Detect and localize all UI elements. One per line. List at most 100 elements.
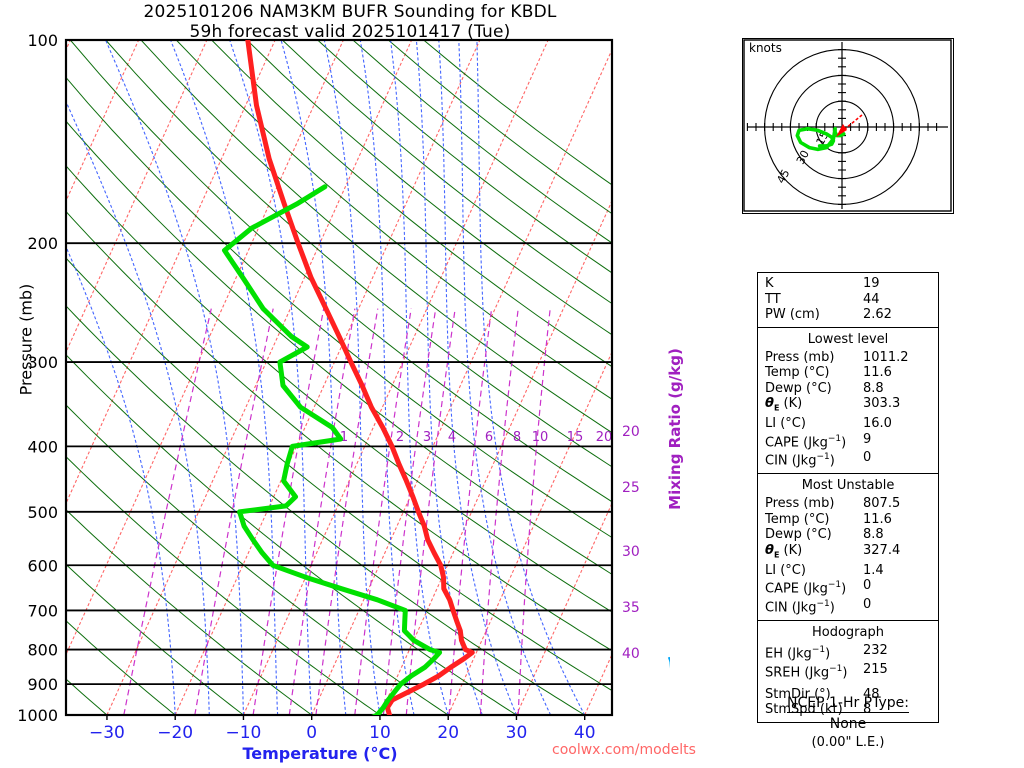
info-row: K 19 [758,276,938,292]
moist-adiabat-line [476,40,586,715]
info-value: 11.6 [863,511,892,527]
temperature-tick-label: 40 [574,723,596,743]
barb-full [667,656,670,664]
info-key: LI (°C) [765,416,806,432]
mixing-ratio-line [354,308,412,715]
info-key: SREH (Jkg−1) [765,663,848,681]
temperature-tick-label: −20 [157,723,193,743]
info-row: θE (K) 327.4 [758,543,938,563]
moist-adiabat-line [66,245,176,715]
lowest-level-title: Lowest level [807,331,889,347]
info-value: 215 [863,661,888,677]
info-value: 16.0 [863,416,892,432]
info-row: SREH (Jkg−1) 215 [758,662,938,681]
dry-adiabat-line [66,305,585,715]
info-row: StmDir (°) 48 [758,687,938,703]
pressure-tick-label: 400 [27,437,58,456]
dry-adiabat-line [140,40,612,434]
most-unstable-title: Most Unstable [801,478,895,494]
pressure-tick-label: 700 [27,601,58,620]
info-value: 1011.2 [863,349,909,365]
dry-adiabat-line [66,165,612,613]
info-key: LI (°C) [765,562,806,578]
moist-adiabat-line [359,40,415,715]
height-label: 35 [622,600,640,616]
chart-title: 2025101206 NAM3KM BUFR Sounding for KBDL… [0,2,700,42]
info-row: Press (mb) 807.5 [758,496,938,512]
info-row: EH (Jkg−1) 232 [758,643,938,662]
info-value: 19 [863,276,880,291]
mixing-ratio-label: 20 [596,430,613,445]
ptype-title: NCEP 1-Hr PType: [787,695,909,713]
isotherm-line [66,40,276,505]
mixing-ratio-line [194,308,274,715]
isotherm-line [242,40,549,715]
isotherm-line [311,48,612,715]
info-value: 303.3 [863,396,901,411]
dry-adiabat-line [66,404,449,715]
info-value: 2.62 [863,307,892,322]
dry-adiabat-line [66,509,312,715]
dry-adiabat-line [66,120,612,575]
height-label: 25 [622,480,640,496]
info-row: Dewp (°C) 8.8 [758,381,938,397]
info-key: Press (mb) [765,349,835,365]
pressure-tick-label: 200 [27,234,58,253]
info-key: CAPE (Jkg−1) [765,433,847,450]
hodograph-frame [743,39,952,212]
storm-motion-arrow-icon [836,124,847,137]
info-row: CAPE (Jkg−1) 9 [758,432,938,451]
info-key: CAPE (Jkg−1) [765,580,847,597]
info-value: 0 [863,597,872,613]
info-key: EH (Jkg−1) [765,645,831,662]
mixing-ratio-label: 3 [423,430,431,445]
temperature-tick-label: −30 [89,723,125,743]
info-key: TT [765,291,781,307]
most-unstable-section: Most Unstable Press (mb) 807.5 Temp (°C) 11… [758,474,938,621]
moist-adiabat-line [66,100,210,715]
mixing-ratio-label: 10 [532,430,549,445]
temperature-tick-label: 30 [506,723,528,743]
info-value: 8.8 [863,380,884,396]
info-value: 807.5 [863,496,901,512]
dry-adiabat-line [66,620,176,715]
info-key: StmSpd (kt) [765,702,843,718]
temperature-tick-label: 10 [369,723,391,743]
temperature-tick-label: 0 [306,723,317,743]
info-key: θE (K) [765,396,803,413]
pressure-tick-label: 600 [27,556,58,575]
title-line-1: 2025101206 NAM3KM BUFR Sounding for KBDL [143,2,557,22]
hodograph-ring-label: 45 [774,167,792,185]
ptype-panel: NCEP 1-Hr PType: None (0.00" L.E.) [745,692,951,750]
indices-section: K 19 TT 44 PW (cm) 2.62 [758,273,938,328]
temperature-tick-label: −10 [226,723,262,743]
credit-link[interactable]: coolwx.com/modelts [552,742,696,758]
isotherm-line [66,40,344,656]
info-row: StmSpd (kt) 8 [758,702,938,718]
hodograph-stats-section: Hodograph EH (Jkg−1) 232 SREH (Jkg−1) 215 St… [758,621,938,722]
info-row: Press (mb) 1011.2 [758,350,938,366]
info-value: 44 [863,291,880,307]
dry-adiabat-line [66,76,612,539]
hodograph-panel: knots 15 30 45 [742,38,954,214]
info-row: LI (°C) 16.0 [758,416,938,432]
moist-adiabat-line [458,40,552,715]
sounding-traces [222,40,475,715]
dry-adiabat-line [66,354,517,715]
isotherm-line [379,199,612,715]
info-value: 0 [863,578,872,594]
title-line-2: 59h forecast valid 2025101417 (Tue) [189,22,511,42]
moist-adiabat-line [438,40,518,715]
moist-adiabat-line [280,40,347,715]
moist-adiabat-line [170,40,279,715]
isotherm-line [174,40,481,715]
mixing-ratio-line [123,308,212,715]
info-value: 11.6 [863,365,892,380]
moist-adiabat-line [323,40,381,715]
mixing-ratio-label: 8 [513,430,521,445]
mixing-ratio-label: 6 [485,430,493,445]
info-value: 327.4 [863,542,901,558]
wind-barb [667,656,670,664]
